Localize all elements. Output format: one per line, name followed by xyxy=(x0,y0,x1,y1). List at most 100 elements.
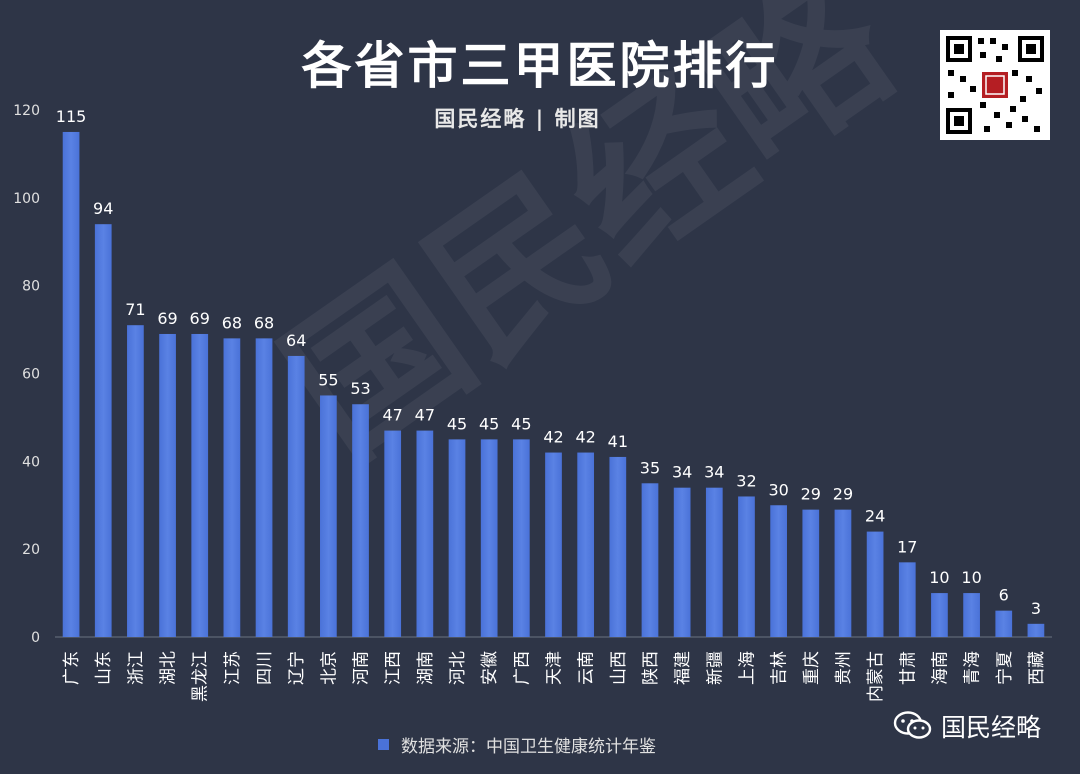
x-tick-label: 湖北 xyxy=(159,651,179,685)
bar xyxy=(159,333,176,637)
bar xyxy=(802,509,820,637)
bar xyxy=(995,610,1013,637)
bar-value-label: 29 xyxy=(801,485,821,504)
bar xyxy=(94,224,112,637)
bar-value-label: 30 xyxy=(768,480,788,499)
bar-labels: 115 94 71 69 69 68 68 64 55 53 47 47 45 45 45 42 42 41 35 3… xyxy=(56,107,1041,618)
bar xyxy=(1027,623,1045,637)
bar-value-label: 69 xyxy=(157,309,177,328)
x-tick-label: 云南 xyxy=(577,651,597,685)
x-tick-label: 内蒙古 xyxy=(866,651,886,702)
bar xyxy=(770,505,787,637)
bar-value-label: 53 xyxy=(350,379,370,398)
y-axis: 0 20 40 60 80 100 120 xyxy=(13,103,40,646)
y-tick-label: 100 xyxy=(13,191,40,207)
x-tick-label: 辽宁 xyxy=(287,651,307,685)
bar xyxy=(512,439,530,637)
bar xyxy=(223,338,241,637)
x-tick-label: 新疆 xyxy=(705,651,725,685)
bar xyxy=(480,439,498,637)
bar-value-label: 34 xyxy=(704,463,724,482)
bar xyxy=(448,439,466,637)
bar xyxy=(738,496,755,637)
x-tick-label: 吉林 xyxy=(770,651,790,685)
qr-code-icon xyxy=(940,30,1050,140)
x-tick-label: 湖南 xyxy=(416,651,436,685)
bar-value-label: 17 xyxy=(897,537,917,556)
bar xyxy=(705,487,723,637)
x-tick-label: 海南 xyxy=(930,651,950,685)
bar xyxy=(287,355,305,637)
bar-value-label: 47 xyxy=(383,406,403,425)
x-tick-label: 河北 xyxy=(448,651,468,685)
bar xyxy=(545,452,562,637)
x-tick-label: 安徽 xyxy=(480,651,500,685)
chart-title: 各省市三甲医院排行 xyxy=(301,37,779,95)
bar xyxy=(834,509,852,637)
x-tick-label: 山东 xyxy=(94,651,114,685)
bar-value-label: 10 xyxy=(929,568,949,587)
bar-value-label: 45 xyxy=(447,414,467,433)
bar-value-label: 42 xyxy=(543,428,563,447)
bar xyxy=(931,593,948,637)
y-tick-label: 0 xyxy=(31,630,40,646)
y-tick-label: 80 xyxy=(22,279,40,295)
x-tick-label: 宁夏 xyxy=(995,651,1015,685)
chart-subtitle: 国民经略 | 制图 xyxy=(434,106,601,131)
bar-value-label: 3 xyxy=(1031,599,1041,618)
bar-value-label: 45 xyxy=(511,414,531,433)
bar xyxy=(191,333,209,637)
bar-value-label: 42 xyxy=(575,428,595,447)
bar-value-label: 71 xyxy=(125,300,145,319)
x-tick-label: 江苏 xyxy=(223,651,243,685)
x-tick-label: 天津 xyxy=(545,651,565,685)
x-tick-label: 山西 xyxy=(609,651,629,685)
bar xyxy=(609,456,627,637)
x-tick-label: 福建 xyxy=(673,651,693,685)
bar-value-label: 24 xyxy=(865,507,885,526)
bar-value-label: 10 xyxy=(961,568,981,587)
bar-value-label: 41 xyxy=(608,432,628,451)
x-tick-label: 四川 xyxy=(255,651,275,685)
bar-value-label: 45 xyxy=(479,414,499,433)
bar xyxy=(416,430,434,637)
x-tick-label: 江西 xyxy=(384,651,404,685)
bar xyxy=(352,404,369,637)
x-tick-label: 广西 xyxy=(512,651,532,685)
bar xyxy=(62,131,80,638)
bar-value-label: 64 xyxy=(286,331,306,350)
x-tick-label: 黑龙江 xyxy=(191,651,211,702)
x-tick-label: 西藏 xyxy=(1027,651,1047,685)
x-tick-label: 重庆 xyxy=(802,651,822,685)
bar xyxy=(320,395,337,637)
bar xyxy=(255,338,273,637)
x-tick-label: 陕西 xyxy=(641,651,661,685)
y-tick-label: 120 xyxy=(13,103,40,119)
x-tick-label: 河南 xyxy=(352,651,372,685)
bar-value-label: 34 xyxy=(672,463,692,482)
legend-label: 数据来源：中国卫生健康统计年鉴 xyxy=(401,737,656,757)
bar xyxy=(384,430,402,637)
bar xyxy=(577,452,595,637)
bar-value-label: 69 xyxy=(190,309,210,328)
x-tick-label: 浙江 xyxy=(126,651,146,685)
x-tick-label: 贵州 xyxy=(834,651,854,685)
wechat-icon xyxy=(893,711,932,739)
legend: 数据来源：中国卫生健康统计年鉴 xyxy=(378,732,656,757)
brand-name: 国民经略 xyxy=(941,713,1042,742)
bar-value-label: 32 xyxy=(736,471,756,490)
x-tick-label: 广东 xyxy=(62,651,82,685)
bar xyxy=(127,325,144,637)
x-tick-label: 甘肃 xyxy=(898,651,918,685)
x-tick-label: 青海 xyxy=(963,651,983,685)
bar-value-label: 6 xyxy=(999,586,1009,605)
x-tick-label: 北京 xyxy=(319,651,339,685)
bar xyxy=(963,593,980,637)
bar-value-label: 55 xyxy=(318,370,338,389)
bars xyxy=(62,131,1045,638)
bar-value-label: 68 xyxy=(254,313,274,332)
bar xyxy=(641,483,659,637)
bar-value-label: 115 xyxy=(56,107,87,126)
x-tick-label: 上海 xyxy=(737,651,757,685)
